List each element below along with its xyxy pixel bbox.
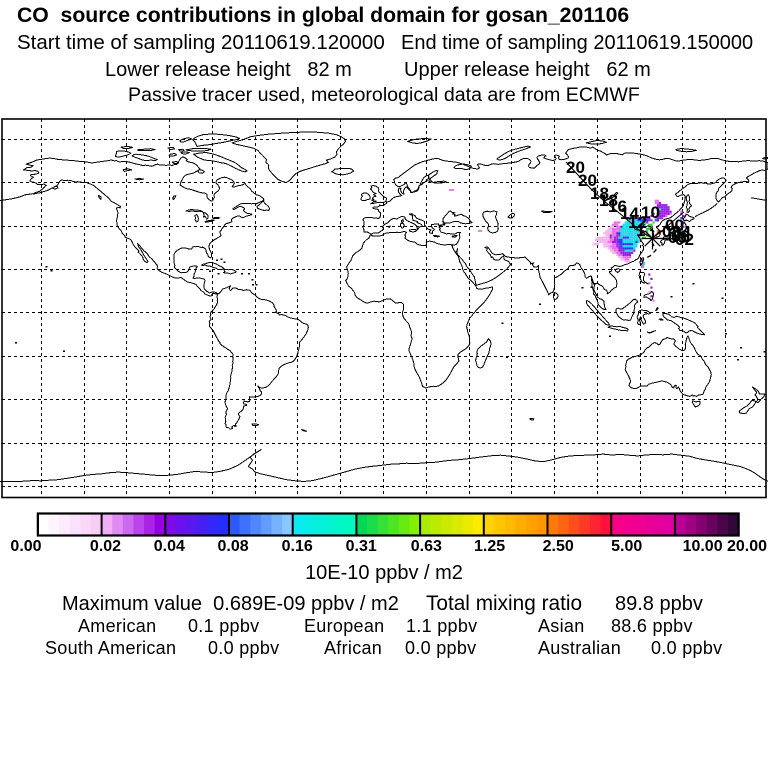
svg-text:08: 08: [671, 227, 690, 246]
svg-text:02: 02: [675, 230, 694, 249]
svg-text:16: 16: [608, 197, 627, 216]
svg-text:10: 10: [641, 203, 660, 222]
svg-text:20: 20: [566, 158, 585, 177]
svg-text:18: 18: [590, 184, 609, 203]
svg-text:14: 14: [620, 204, 639, 223]
svg-text:1: 1: [636, 221, 645, 240]
svg-text:04: 04: [672, 223, 691, 242]
svg-text:00: 00: [665, 216, 684, 235]
svg-text:12: 12: [628, 213, 647, 232]
svg-text:20: 20: [578, 171, 597, 190]
svg-text:08: 08: [662, 222, 681, 241]
svg-text:06: 06: [668, 228, 687, 247]
svg-text:18: 18: [599, 191, 618, 210]
